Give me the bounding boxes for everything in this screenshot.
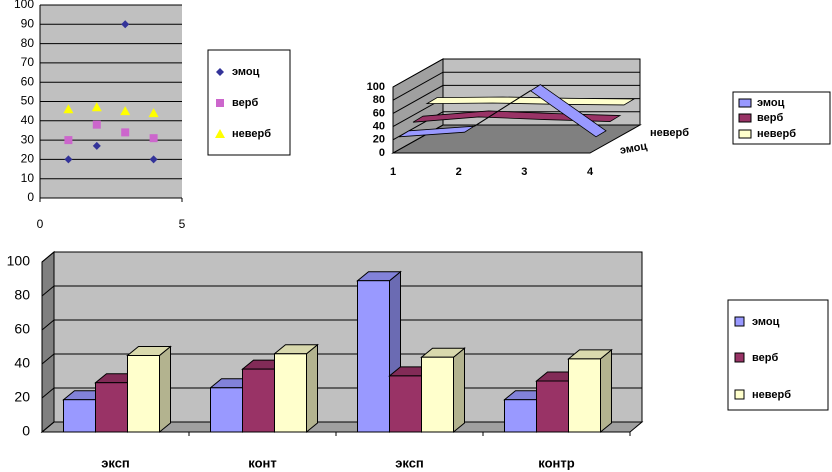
bar (421, 356, 454, 433)
y-tick-label: 0 (27, 190, 34, 204)
grid-line (392, 71, 640, 101)
point (92, 120, 101, 129)
legend-swatch (734, 316, 745, 327)
point (64, 136, 73, 145)
legend-label: неверб (232, 128, 271, 140)
point (148, 108, 159, 118)
legend-swatch (738, 98, 752, 108)
bar (568, 358, 601, 433)
series-ribbon (398, 84, 607, 138)
point (64, 155, 73, 164)
bar-side (306, 343, 318, 434)
y-tick-label: 100 (7, 253, 31, 269)
grid-line (392, 84, 640, 114)
y-tick-label: 40 (373, 121, 385, 133)
x-tick-label: 3 (521, 166, 527, 178)
point (121, 20, 130, 29)
y-tick-label: 40 (14, 355, 30, 371)
point (91, 102, 102, 112)
grid-line (392, 124, 640, 154)
point (149, 155, 158, 164)
y-tick-label: 20 (14, 389, 30, 405)
legend-label: верб (232, 97, 258, 109)
y-tick-label: 20 (21, 152, 35, 166)
side-wall (41, 250, 55, 434)
y-tick-label: 40 (21, 113, 35, 127)
y-tick-label: 60 (14, 321, 30, 337)
legend-label: эмоц (757, 97, 785, 109)
bar-side (600, 348, 612, 434)
legend-label: неверб (752, 389, 791, 401)
series-ribbon (412, 110, 622, 123)
point (216, 68, 224, 76)
depth-label: эмоц (619, 140, 648, 157)
y-tick-label: 100 (14, 0, 34, 11)
grid-line (392, 58, 640, 88)
y-tick-label: 90 (21, 16, 35, 30)
y-tick-label: 80 (21, 36, 35, 50)
bar (389, 375, 422, 433)
bar (63, 399, 96, 433)
x-tick-label: эксп (101, 455, 130, 470)
y-tick-label: 0 (22, 423, 30, 439)
legend-swatch (738, 113, 752, 123)
point (92, 141, 101, 150)
point (215, 129, 225, 138)
x-tick-label: 2 (456, 166, 462, 178)
series-ribbon (425, 96, 636, 106)
y-tick-label: 80 (373, 94, 385, 106)
legend-box (727, 299, 829, 411)
legend-swatch (734, 352, 745, 363)
legend-label: неверб (757, 128, 796, 140)
grid-line (41, 285, 642, 297)
y-tick-label: 60 (373, 107, 385, 119)
bar-side (453, 347, 465, 434)
legend-label: верб (752, 352, 778, 364)
x-tick-label: 5 (179, 217, 186, 231)
point (149, 134, 158, 143)
legend-label: верб (757, 112, 783, 124)
y-tick-label: 100 (367, 81, 385, 93)
bar (536, 380, 569, 433)
y-tick-label: 80 (14, 287, 30, 303)
bar (242, 368, 275, 433)
point (216, 99, 224, 107)
bar (210, 387, 243, 433)
bar-side (159, 345, 171, 434)
y-tick-label: 10 (21, 171, 35, 185)
y-tick-label: 20 (373, 134, 385, 146)
y-tick-label: 30 (21, 132, 35, 146)
point (120, 106, 131, 116)
x-tick-label: 4 (587, 166, 594, 178)
x-tick-label: 1 (390, 166, 396, 178)
x-tick-label: контр (538, 455, 574, 470)
grid-line (41, 251, 642, 263)
point (121, 128, 130, 137)
y-tick-label: 50 (21, 94, 35, 108)
legend-label: эмоц (752, 316, 780, 328)
point (63, 104, 74, 114)
x-tick-label: эксп (395, 455, 424, 470)
bar (274, 353, 307, 433)
legend-swatch (738, 129, 752, 139)
grid-line (41, 319, 642, 331)
depth-label: неверб (650, 127, 689, 139)
bar (127, 355, 160, 433)
y-tick-label: 60 (21, 74, 35, 88)
bar (357, 280, 390, 433)
x-tick-label: 0 (37, 217, 44, 231)
legend-label: эмоц (232, 66, 260, 78)
y-tick-label: 70 (21, 55, 35, 69)
bar (95, 382, 128, 433)
legend-swatch (734, 389, 745, 400)
bar (504, 399, 537, 433)
y-tick-label: 0 (379, 147, 385, 159)
x-tick-label: конт (248, 455, 277, 470)
